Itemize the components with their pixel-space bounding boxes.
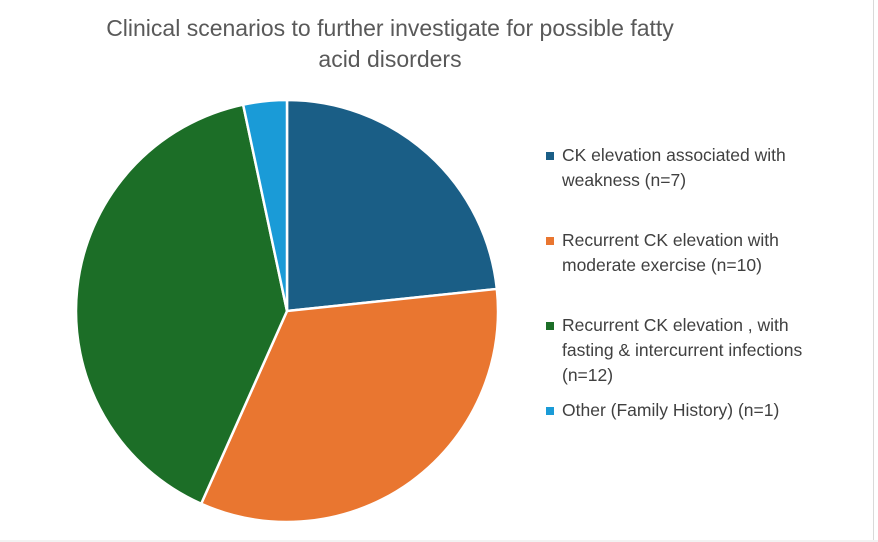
pie-slice xyxy=(241,98,289,313)
legend-label: CK elevation associated with weakness (n… xyxy=(562,145,786,190)
legend-swatch xyxy=(546,152,554,160)
window-edge xyxy=(873,0,874,542)
window-edge xyxy=(0,540,878,542)
legend-label: Other (Family History) (n=1) xyxy=(562,400,780,420)
legend-swatch xyxy=(546,322,554,330)
legend-label: Recurrent CK elevation with moderate exe… xyxy=(562,230,779,275)
chart-title: Clinical scenarios to further investigat… xyxy=(106,15,674,72)
pie-slice xyxy=(74,103,289,506)
pie-slice xyxy=(199,287,500,524)
legend-swatch xyxy=(546,237,554,245)
legend-label: Recurrent CK elevation , with fasting & … xyxy=(562,315,803,385)
pie-slice xyxy=(285,98,499,313)
legend-swatch xyxy=(546,407,554,415)
